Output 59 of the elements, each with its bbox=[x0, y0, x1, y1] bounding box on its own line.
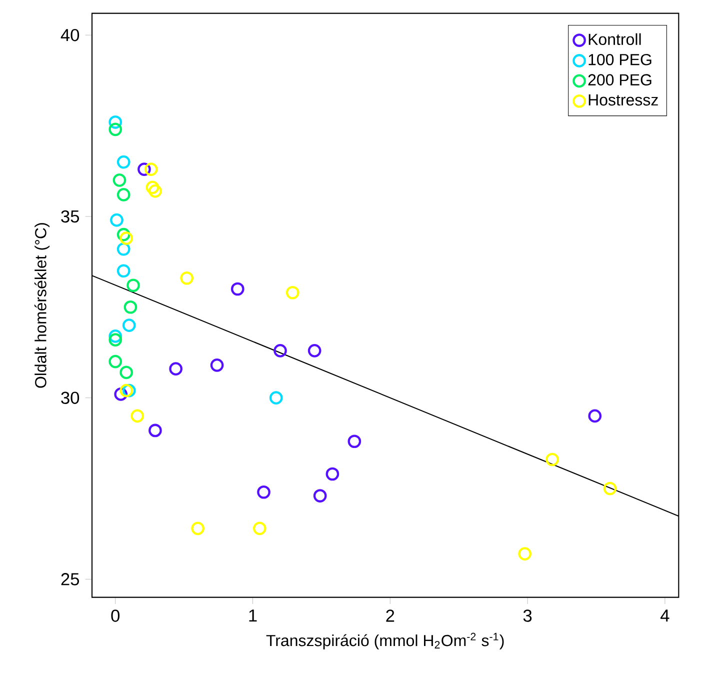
point bbox=[313, 489, 327, 503]
y-tick-label: 35 bbox=[61, 210, 79, 223]
point bbox=[144, 162, 158, 176]
point bbox=[108, 122, 122, 136]
x-tick-label: 2 bbox=[386, 610, 394, 622]
point bbox=[116, 264, 130, 278]
point bbox=[286, 286, 300, 300]
point bbox=[588, 409, 602, 423]
point bbox=[124, 300, 138, 314]
x-tick-label: 1 bbox=[249, 610, 257, 622]
point bbox=[269, 391, 283, 405]
point bbox=[252, 522, 266, 536]
point bbox=[148, 424, 162, 438]
point bbox=[169, 362, 182, 376]
y-tick-label: 25 bbox=[61, 573, 79, 586]
point bbox=[603, 482, 617, 496]
point bbox=[120, 232, 134, 246]
point bbox=[230, 282, 244, 296]
point bbox=[308, 344, 322, 358]
y-tick-label: 40 bbox=[60, 29, 80, 42]
point bbox=[122, 384, 136, 398]
x-tick-label: 3 bbox=[523, 610, 532, 622]
x-axis-title: Transzspiráció (mmol H$_{2}$Om$^{-2}$ s$^{-1}$) bbox=[266, 632, 504, 650]
point bbox=[116, 242, 130, 256]
point bbox=[116, 156, 130, 169]
point bbox=[108, 333, 122, 347]
point bbox=[138, 162, 151, 176]
point bbox=[112, 174, 126, 188]
x-tick-label: 0 bbox=[111, 610, 120, 622]
point bbox=[518, 547, 532, 561]
point bbox=[180, 272, 194, 285]
y-tick-label: 30 bbox=[61, 392, 80, 404]
point bbox=[122, 318, 136, 332]
x-tick-label: 4 bbox=[660, 610, 670, 622]
legend-label: Kontroll bbox=[588, 33, 641, 46]
point bbox=[130, 409, 144, 423]
y-axis-title: Oldalt homérséklet (°C) bbox=[34, 223, 50, 388]
point bbox=[114, 388, 128, 402]
point bbox=[348, 434, 362, 448]
point bbox=[148, 184, 162, 198]
point bbox=[108, 330, 122, 343]
point bbox=[146, 180, 160, 194]
point bbox=[326, 467, 340, 481]
point bbox=[120, 384, 134, 398]
point bbox=[546, 452, 559, 466]
legend-label: 100 PEG bbox=[588, 54, 652, 66]
point bbox=[274, 344, 287, 358]
point bbox=[126, 278, 140, 292]
point bbox=[108, 355, 122, 368]
point bbox=[257, 486, 270, 499]
point bbox=[110, 214, 124, 227]
point bbox=[210, 358, 224, 372]
legend-label: 200 PEG bbox=[588, 74, 652, 86]
point bbox=[120, 366, 134, 380]
point bbox=[116, 188, 130, 202]
legend-label: Hostressz bbox=[588, 94, 658, 106]
point bbox=[116, 228, 130, 242]
point bbox=[108, 116, 122, 129]
point bbox=[191, 522, 204, 536]
